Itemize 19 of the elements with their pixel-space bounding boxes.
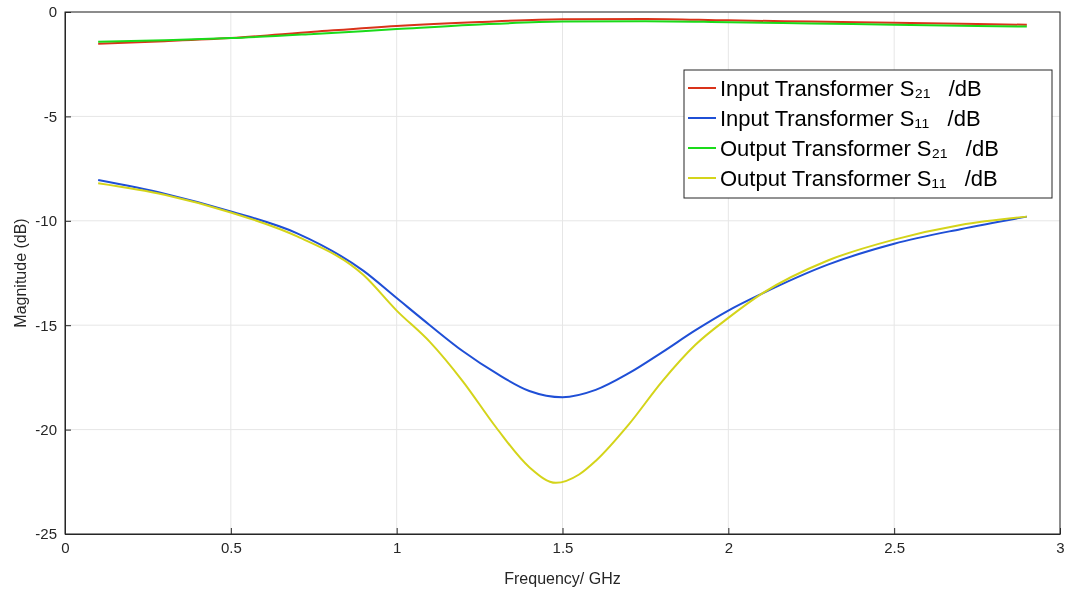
x-tick-label: 2.5: [884, 538, 906, 556]
y-tick-label: -15: [35, 316, 57, 334]
x-tick-label: 3: [1056, 538, 1065, 556]
legend-label: Output Transformer S₂₁ /dB: [720, 136, 999, 161]
y-tick-label: -5: [43, 107, 57, 125]
y-tick-label: 0: [48, 3, 57, 21]
legend-label: Input Transformer S₂₁ /dB: [720, 76, 982, 101]
y-tick-label: -10: [35, 212, 57, 230]
x-tick-label: 0.5: [220, 538, 242, 556]
x-tick-label: 0: [61, 538, 70, 556]
x-tick-label: 1.5: [552, 538, 574, 556]
x-tick-label: 2: [724, 538, 734, 556]
x-axis-title: Frequency/ GHz: [504, 570, 621, 587]
y-axis-title: Magnitude (dB): [12, 218, 29, 328]
y-tick-label: -20: [35, 420, 57, 438]
legend-label: Output Transformer S₁₁ /dB: [720, 166, 998, 191]
legend-label: Input Transformer S₁₁ /dB: [720, 106, 981, 131]
y-tick-label: -25: [35, 525, 57, 543]
x-tick-label: 1: [392, 538, 402, 556]
